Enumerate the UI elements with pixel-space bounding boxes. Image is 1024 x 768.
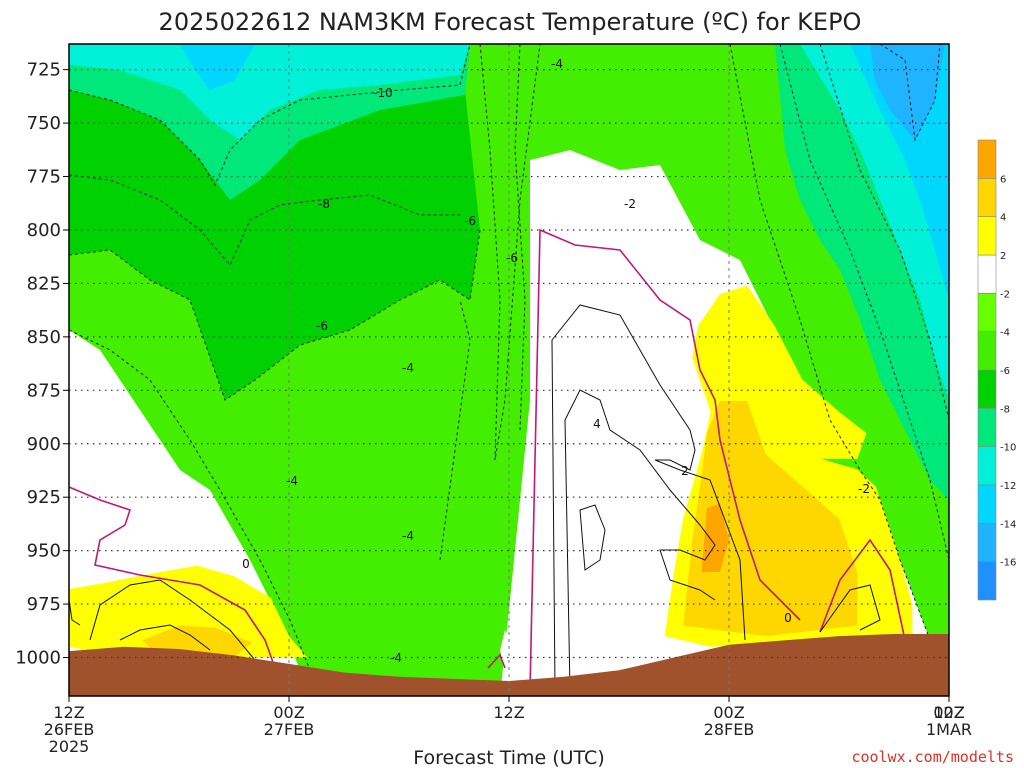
contour-label: 4: [593, 417, 601, 431]
colorbar-swatch: [977, 254, 997, 294]
y-tick-label: 950: [27, 541, 61, 562]
gridlines: [69, 44, 949, 696]
y-tick-label: 925: [27, 487, 61, 508]
contour-label: 0: [784, 611, 792, 625]
chart-title: 2025022612 NAM3KM Forecast Temperature (…: [159, 8, 862, 36]
color-field-minus10-layer: [69, 44, 470, 140]
y-tick-label: 1000: [15, 648, 61, 669]
colorbar-label: 2: [1000, 251, 1006, 262]
contour-label: -4: [551, 57, 563, 71]
y-tick-label: 750: [27, 113, 61, 134]
contour-label: -4: [402, 361, 414, 375]
colorbar: -16 -14 -12 -10 -8 -6 -4 -2 2 4 6: [977, 139, 1016, 601]
colorbar-swatch: [977, 331, 997, 371]
colorbar-swatch: [977, 523, 997, 562]
y-tick-label: 825: [27, 273, 61, 294]
contour-label: -4: [402, 529, 414, 543]
y-tick-label: 850: [27, 327, 61, 348]
contour-label: -6: [506, 251, 518, 265]
colorbar-label: -14: [1000, 519, 1016, 530]
contour-label: 0: [242, 557, 250, 571]
colorbar-label: -16: [1000, 558, 1016, 569]
colorbar-label: -6: [1000, 366, 1010, 377]
x-tick-label: 00Z: [713, 703, 744, 722]
y-tick-label: 775: [27, 167, 61, 188]
y-tick-label: 975: [27, 594, 61, 615]
contour-label: -6: [316, 319, 328, 333]
colorbar-swatch: [977, 216, 997, 256]
color-field-white-sliver: [500, 630, 520, 690]
x-tick-label: 2025: [49, 737, 90, 756]
contour-label: -10: [373, 86, 393, 100]
x-tick-label: 00Z: [273, 703, 304, 722]
colorbar-swatch: [977, 178, 997, 217]
contour-label: -2: [624, 197, 636, 211]
contour-label: -4: [390, 651, 402, 665]
contour-label: -4: [286, 474, 298, 488]
x-tick-label: 26FEB: [44, 720, 95, 739]
temperature-field-4: [683, 401, 858, 637]
colorbar-swatch: [977, 293, 997, 332]
colorbar-swatch: [977, 408, 997, 447]
positive-isotherms: [69, 304, 881, 691]
temperature-field-2: [69, 565, 308, 658]
colorbar-swatch: [977, 561, 997, 601]
y-tick-label: 875: [27, 380, 61, 401]
contour-label: -6: [464, 214, 476, 228]
contour-label: -8: [318, 197, 330, 211]
y-tick-label: 900: [27, 434, 61, 455]
contour-label: 2: [681, 464, 689, 478]
x-tick-label: 12Z: [53, 703, 84, 722]
isotherm-contours: [69, 44, 949, 671]
y-tick-label: 725: [27, 60, 61, 81]
colorbar-label: -4: [1000, 328, 1010, 339]
credit-text: coolwx.com/modelts: [851, 748, 1014, 766]
colorbar-label: -12: [1000, 481, 1016, 492]
colorbar-swatch: [977, 369, 997, 409]
colorbar-swatch: [977, 484, 997, 524]
colorbar-label: -8: [1000, 404, 1010, 415]
colorbar-label: -2: [1000, 289, 1010, 300]
x-tick-label: 12Z: [493, 703, 524, 722]
x-tick-label: 1MAR: [926, 720, 972, 739]
x-tick-label: 27FEB: [264, 720, 315, 739]
colorbar-swatch: [977, 446, 997, 486]
color-field-minus12-pocket: [180, 44, 255, 90]
x-axis-title: Forecast Time (UTC): [413, 747, 604, 768]
x-tick-label: 00Z: [933, 703, 964, 722]
contour-label: -2: [858, 482, 870, 496]
colorbar-label: -10: [1000, 443, 1016, 454]
colorbar-swatch: [977, 139, 997, 179]
colorbar-label: 4: [1000, 213, 1006, 224]
color-field-minus16-right: [870, 44, 945, 140]
colorbar-label: 6: [1000, 174, 1006, 185]
y-axis: 725 750 775 800 825 850 875 900 925 950 975 1000: [15, 60, 69, 669]
y-tick-label: 800: [27, 220, 61, 241]
contour-labels: -10 -8 -6 -6 -6 -4 -4 -4 -4 -4 -2 -2 0 0…: [242, 57, 870, 665]
zero-degree-isotherm: [69, 228, 906, 691]
surface-terrain: [69, 634, 949, 696]
x-tick-label: 12Z: [933, 703, 964, 722]
color-field-minus6-layer: [69, 44, 480, 400]
x-tick-label: 28FEB: [704, 720, 755, 739]
